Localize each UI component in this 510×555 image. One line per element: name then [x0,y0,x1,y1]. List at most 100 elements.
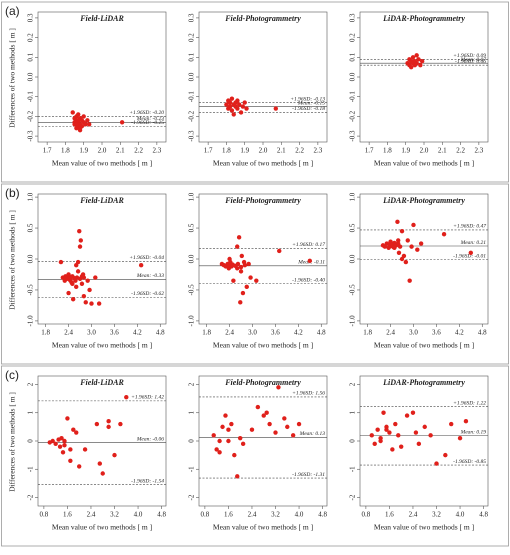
data-point [85,278,90,283]
data-point [217,450,222,455]
data-point [227,104,233,109]
data-point [416,57,421,62]
data-point [267,421,272,427]
y-tick-label: -1.0 [27,315,35,327]
x-tick-label: 1.9 [240,147,249,155]
x-tick-label: 1.8 [61,147,70,155]
data-point [220,424,225,430]
data-point [369,433,374,438]
data-point [246,261,251,267]
data-point [68,278,73,283]
data-point [81,293,87,299]
x-tick-label: 4.8 [156,329,165,337]
x-tick-label: 4.8 [479,511,488,519]
data-point [399,256,405,262]
chart-title: LiDAR-Photogrammetry [382,14,465,23]
y-tick-label: 0.5 [349,223,357,232]
data-point [240,104,246,109]
reference-label: -1.96SD: -0.01 [453,253,486,259]
x-tick-label: 3.2 [110,511,119,519]
x-tick-label: 3.6 [110,329,119,337]
data-point [415,247,420,252]
data-point [231,278,236,283]
reference-label: Mean: -0.15 [297,100,325,106]
x-tick-label: 3.0 [248,329,257,337]
data-point [229,96,235,101]
x-tick-label: 2.0 [98,147,107,155]
x-tick-label: 1.8 [222,147,231,155]
data-point [62,443,67,448]
data-point [413,430,419,435]
data-point [236,235,242,240]
data-point [74,430,79,435]
x-tick-label: 4.0 [134,511,143,519]
x-tick-label: 2.2 [456,147,465,155]
data-point [261,413,266,418]
data-point [395,219,400,225]
data-point [410,410,416,415]
y-tick-label: -2 [27,494,35,500]
data-point [403,259,409,265]
data-point [89,301,94,306]
data-point [410,55,416,60]
data-point [396,250,402,256]
data-point [404,413,410,418]
reference-label: Mean: -0.33 [136,273,164,279]
data-point [66,290,71,296]
reference-label: +1.96SD: -0.04 [129,254,164,261]
x-tick-label: 2.0 [259,147,268,155]
x-tick-label: 4.8 [157,511,166,519]
data-point [407,278,412,283]
data-point [235,474,240,479]
x-tick-label: 2.1 [438,147,447,155]
data-point [282,416,287,421]
y-tick-label: 0.0 [349,72,357,81]
reference-label: Mean: 0.13 [299,431,326,437]
x-axis-label: Mean value of two methods [ m ] [213,341,313,350]
data-point [468,250,474,256]
x-tick-label: 0.8 [362,511,371,519]
data-point [226,427,231,432]
y-tick-label: 2 [27,382,35,386]
x-tick-label: 3.6 [432,329,441,337]
data-point [449,421,454,427]
x-tick-label: 4.8 [318,511,327,519]
data-point [405,238,410,243]
data-point [398,444,404,449]
x-tick-label: 4.8 [317,329,326,337]
x-tick-label: 2.3 [313,147,322,155]
data-point [83,122,88,127]
data-point [381,410,386,415]
x-tick-label: 1.6 [63,511,72,519]
data-point [227,256,232,262]
y-tick-label: 0.0 [349,254,357,263]
y-axis-label: Differences of two methods [ m ] [8,210,17,310]
y-tick-label: 0.2 [188,33,196,42]
x-tick-label: 1.6 [385,511,394,519]
x-tick-label: 3.2 [432,511,441,519]
y-tick-label: 0.3 [188,13,196,22]
data-point [384,427,389,432]
reference-label: Mean: 0.07 [460,57,487,63]
data-point [248,275,253,280]
reference-label: -1.96SD: -1.54 [131,477,164,484]
y-tick-label: 1.0 [349,192,357,201]
data-point [457,435,463,441]
data-point [76,464,82,469]
chart-title: Field-LiDAR [79,196,124,205]
y-tick-label: 0.3 [349,13,357,22]
panel-border [1,1,509,183]
y-tick-label: -1.0 [188,315,196,327]
data-point [416,441,422,447]
data-point [443,452,448,458]
x-tick-label: 1.8 [41,329,50,337]
data-point [273,430,278,435]
data-point [409,64,414,70]
reference-label: Mean: -0.06 [136,436,164,442]
data-point [93,275,98,280]
data-point [227,100,233,105]
plot-frame [359,11,489,143]
data-point [79,281,85,286]
data-point [290,433,296,438]
x-tick-label: 2.3 [474,147,483,155]
